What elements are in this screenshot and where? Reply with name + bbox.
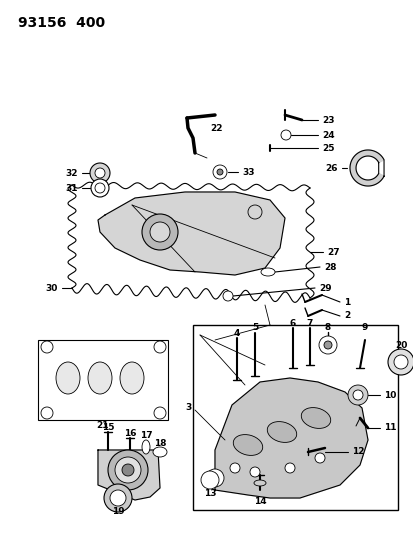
Circle shape: [150, 222, 170, 242]
Ellipse shape: [142, 440, 150, 454]
Text: 25: 25: [321, 143, 334, 152]
Text: 17: 17: [139, 431, 152, 440]
Circle shape: [393, 355, 407, 369]
Circle shape: [154, 341, 166, 353]
Circle shape: [323, 341, 331, 349]
Ellipse shape: [260, 268, 274, 276]
Text: 13: 13: [203, 489, 216, 498]
Text: 20: 20: [394, 341, 406, 350]
Text: 8: 8: [324, 324, 330, 333]
Circle shape: [280, 130, 290, 140]
Ellipse shape: [233, 434, 262, 455]
Circle shape: [108, 450, 147, 490]
Circle shape: [95, 183, 105, 193]
Circle shape: [110, 490, 126, 506]
Ellipse shape: [88, 362, 112, 394]
Text: 18: 18: [153, 439, 166, 448]
Circle shape: [95, 168, 105, 178]
Polygon shape: [98, 192, 284, 275]
Circle shape: [387, 349, 413, 375]
Circle shape: [249, 467, 259, 477]
Circle shape: [154, 407, 166, 419]
Text: 10: 10: [383, 391, 395, 400]
Circle shape: [142, 214, 178, 250]
Circle shape: [318, 336, 336, 354]
Text: 28: 28: [323, 262, 336, 271]
Circle shape: [247, 205, 261, 219]
Ellipse shape: [153, 447, 166, 457]
Circle shape: [122, 464, 134, 476]
Text: 7: 7: [306, 319, 312, 327]
Text: 22: 22: [209, 124, 222, 133]
Bar: [38, 340, 168, 420]
Polygon shape: [214, 378, 367, 498]
Circle shape: [41, 341, 53, 353]
Circle shape: [104, 484, 132, 512]
Circle shape: [41, 407, 53, 419]
Text: 6: 6: [289, 319, 295, 327]
Text: 5: 5: [251, 324, 257, 333]
Text: 3: 3: [185, 403, 192, 413]
Text: 93156  400: 93156 400: [18, 16, 105, 30]
Text: 9: 9: [361, 324, 367, 333]
Circle shape: [347, 385, 367, 405]
Ellipse shape: [120, 362, 144, 394]
Circle shape: [352, 390, 362, 400]
Text: 11: 11: [383, 424, 396, 432]
Text: 1: 1: [343, 297, 349, 306]
Bar: [192, 325, 397, 510]
Circle shape: [115, 457, 141, 483]
Ellipse shape: [301, 408, 330, 429]
Circle shape: [91, 179, 109, 197]
Polygon shape: [98, 450, 159, 500]
Text: 29: 29: [318, 284, 331, 293]
Circle shape: [212, 165, 226, 179]
Text: 2: 2: [343, 311, 349, 320]
Text: 26: 26: [325, 164, 337, 173]
Text: 30: 30: [45, 284, 58, 293]
Polygon shape: [349, 150, 383, 186]
Text: 21: 21: [97, 421, 109, 430]
Ellipse shape: [254, 480, 266, 486]
Circle shape: [206, 469, 223, 487]
Circle shape: [90, 163, 110, 183]
Text: 32: 32: [65, 168, 78, 177]
Text: 16: 16: [123, 429, 136, 438]
Ellipse shape: [267, 422, 296, 442]
Text: 12: 12: [351, 448, 363, 456]
Text: 31: 31: [65, 183, 78, 192]
Circle shape: [314, 453, 324, 463]
Circle shape: [284, 463, 294, 473]
Circle shape: [223, 291, 233, 301]
Text: 33: 33: [242, 167, 254, 176]
Text: 14: 14: [253, 497, 266, 506]
Circle shape: [216, 169, 223, 175]
Text: 4: 4: [233, 328, 240, 337]
Text: 24: 24: [321, 131, 334, 140]
Text: 15: 15: [102, 423, 114, 432]
Text: 19: 19: [112, 507, 124, 516]
Circle shape: [230, 463, 240, 473]
Text: 23: 23: [321, 116, 334, 125]
Ellipse shape: [56, 362, 80, 394]
Circle shape: [201, 471, 218, 489]
Text: 27: 27: [326, 247, 339, 256]
